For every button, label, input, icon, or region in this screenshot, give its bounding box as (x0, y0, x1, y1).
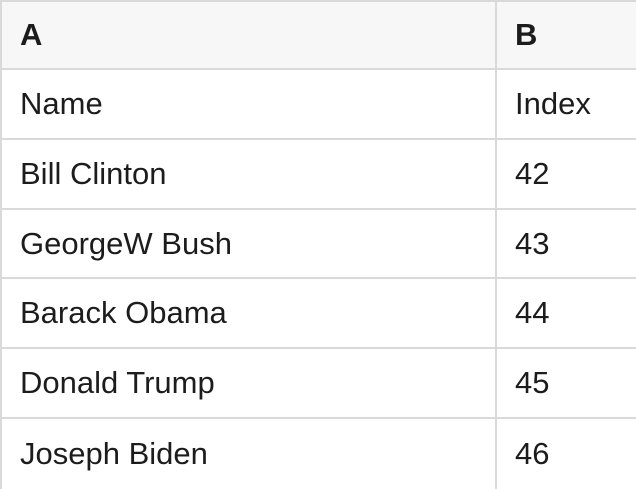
cell-a4-name[interactable]: Barack Obama (2, 279, 497, 350)
table-row-georgew-bush: GeorgeW Bush 43 (2, 209, 636, 280)
table-row-bill-clinton: Bill Clinton 42 (2, 139, 636, 210)
cell-b6-index[interactable]: 46 (515, 436, 550, 472)
table-row-barack-obama: Barack Obama 44 (2, 279, 636, 350)
cell-a3-name[interactable]: GeorgeW Bush (2, 209, 497, 280)
cell-b5-index[interactable]: 45 (497, 349, 636, 419)
cell-b1-index-label[interactable]: Index (497, 70, 636, 140)
cell-a6-name[interactable]: Joseph Biden (2, 418, 497, 489)
cell-b3-index[interactable]: 43 (497, 210, 636, 280)
table-row-donald-trump: Donald Trump 45 (2, 349, 636, 419)
column-header-b[interactable]: B (497, 2, 636, 70)
cell-a1-name-label[interactable]: Name (2, 70, 497, 140)
table-row-joseph-biden: Joseph Biden 46 (2, 418, 636, 489)
column-header-a[interactable]: A (2, 2, 497, 70)
cell-a2-name[interactable]: Bill Clinton (2, 139, 497, 210)
table-row-field-labels: Name Index (2, 70, 636, 140)
cell-b4-index[interactable]: 44 (497, 279, 636, 350)
cell-b2-index[interactable]: 42 (497, 140, 636, 210)
column-header-row: A B (2, 2, 636, 70)
cell-a5-name[interactable]: Donald Trump (2, 349, 497, 419)
